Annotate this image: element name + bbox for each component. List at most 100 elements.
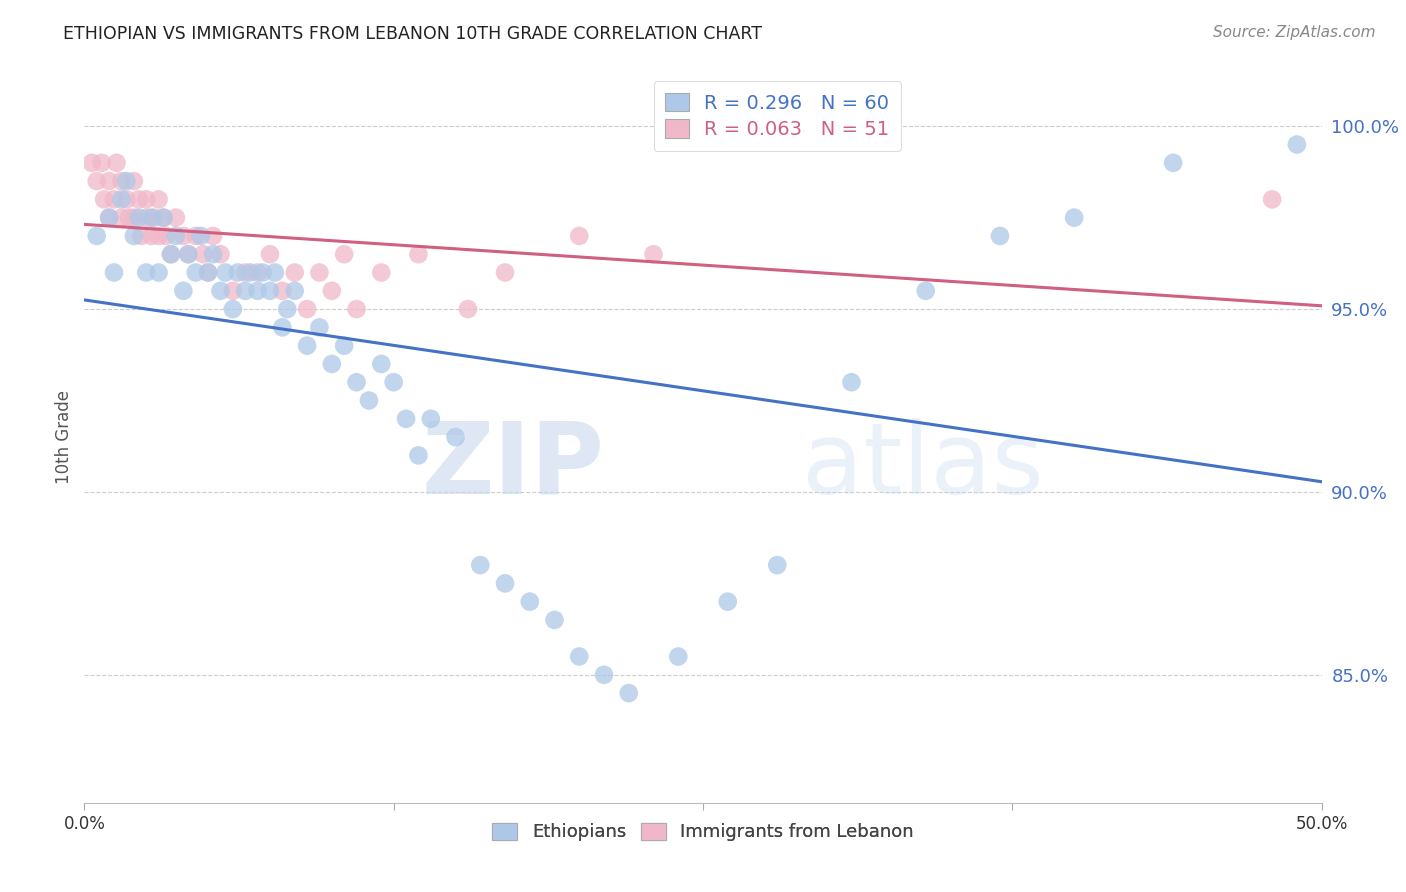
Point (1161, 155, 1184, 169)
Point (295, 339, 318, 353)
Point (103, 265, 125, 279)
Point (222, 284, 245, 298)
Text: atlas: atlas (801, 417, 1043, 515)
Point (129, 228, 152, 243)
Point (271, 320, 294, 334)
Point (233, 284, 256, 298)
Point (172, 228, 194, 243)
Point (346, 375, 368, 389)
Y-axis label: 10th Grade: 10th Grade (55, 390, 73, 484)
Point (333, 339, 356, 353)
Point (197, 265, 219, 279)
Point (395, 411, 418, 425)
Legend: Ethiopians, Immigrants from Lebanon: Ethiopians, Immigrants from Lebanon (485, 815, 921, 848)
Point (1063, 211, 1085, 225)
Point (444, 430, 467, 444)
Point (135, 193, 157, 207)
Point (115, 174, 138, 188)
Point (172, 284, 194, 298)
Point (519, 594, 541, 608)
Point (110, 193, 132, 207)
Point (988, 228, 1011, 243)
Point (419, 411, 441, 425)
Point (98, 174, 121, 188)
Point (152, 211, 174, 225)
Text: Source: ZipAtlas.com: Source: ZipAtlas.com (1212, 25, 1375, 40)
Point (86, 174, 108, 188)
Point (717, 594, 740, 608)
Point (148, 265, 170, 279)
Point (494, 265, 516, 279)
Text: ETHIOPIAN VS IMMIGRANTS FROM LEBANON 10TH GRADE CORRELATION CHART: ETHIOPIAN VS IMMIGRANTS FROM LEBANON 10T… (63, 25, 762, 43)
Point (470, 558, 492, 573)
Point (214, 265, 236, 279)
Point (128, 193, 150, 207)
Point (766, 558, 789, 573)
Point (98, 211, 121, 225)
Point (110, 211, 132, 225)
Point (226, 265, 249, 279)
Point (357, 393, 380, 408)
Point (370, 357, 392, 371)
Point (321, 357, 343, 371)
Point (370, 265, 392, 279)
Text: ZIP: ZIP (422, 417, 605, 515)
Point (177, 247, 200, 261)
Point (252, 265, 274, 279)
Point (202, 247, 225, 261)
Point (259, 284, 281, 298)
Point (271, 284, 294, 298)
Point (115, 193, 138, 207)
Point (152, 211, 174, 225)
Point (90, 155, 112, 169)
Point (148, 228, 170, 243)
Point (284, 284, 307, 298)
Point (197, 265, 219, 279)
Point (308, 320, 330, 334)
Point (122, 228, 145, 243)
Point (118, 211, 141, 225)
Point (276, 301, 298, 317)
Point (209, 284, 232, 298)
Point (1285, 137, 1308, 152)
Point (321, 284, 343, 298)
Point (191, 247, 214, 261)
Point (246, 265, 269, 279)
Point (165, 211, 187, 225)
Point (202, 228, 225, 243)
Point (184, 228, 207, 243)
Point (295, 301, 318, 317)
Point (408, 247, 430, 261)
Point (246, 284, 269, 298)
Point (184, 265, 207, 279)
Point (841, 375, 863, 389)
Point (141, 211, 163, 225)
Point (593, 668, 616, 682)
Point (122, 174, 145, 188)
Point (165, 228, 187, 243)
Point (177, 247, 200, 261)
Point (308, 265, 330, 279)
Point (346, 301, 368, 317)
Point (86, 228, 108, 243)
Point (543, 613, 565, 627)
Point (222, 301, 245, 317)
Point (209, 247, 232, 261)
Point (122, 211, 145, 225)
Point (105, 155, 128, 169)
Point (382, 375, 405, 389)
Point (233, 265, 256, 279)
Point (914, 284, 936, 298)
Point (93, 193, 115, 207)
Point (190, 228, 212, 243)
Point (259, 247, 281, 261)
Point (135, 211, 157, 225)
Point (148, 193, 170, 207)
Point (284, 265, 307, 279)
Point (103, 193, 125, 207)
Point (110, 174, 132, 188)
Point (80, 155, 103, 169)
Point (264, 265, 287, 279)
Point (666, 649, 689, 664)
Point (160, 247, 183, 261)
